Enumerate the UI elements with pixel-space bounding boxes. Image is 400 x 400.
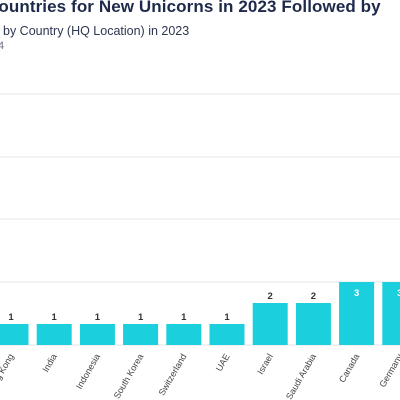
tick-label-indonesia: Indonesia bbox=[74, 352, 102, 391]
tick-label-uae: UAE bbox=[214, 352, 232, 373]
data-label-saudi-arabia: 2 bbox=[311, 291, 316, 302]
tick-label-israel: Israel bbox=[255, 352, 275, 376]
data-labels: 1 1 1 1 1 1 2 2 3 3 bbox=[8, 288, 400, 323]
data-label-canada: 3 bbox=[354, 288, 359, 299]
data-label-uae: 1 bbox=[224, 312, 230, 323]
bar-india bbox=[36, 324, 72, 345]
tick-label-hong-kong: Hong Kong bbox=[0, 352, 16, 396]
gridlines bbox=[0, 93, 400, 346]
data-label-india: 1 bbox=[52, 312, 58, 323]
data-label-hong-kong: 1 bbox=[8, 312, 14, 323]
bar-uae bbox=[209, 324, 245, 345]
tick-label-south-korea: South Korea bbox=[112, 352, 146, 400]
data-label-germany: 3 bbox=[397, 288, 400, 299]
bar-germany bbox=[382, 282, 400, 345]
data-label-switzerland: 1 bbox=[181, 312, 187, 323]
tick-label-canada: Canada bbox=[337, 352, 361, 384]
tick-label-india: India bbox=[41, 352, 59, 374]
data-label-indonesia: 1 bbox=[95, 312, 101, 323]
data-label-israel: 2 bbox=[268, 291, 273, 302]
data-label-south-korea: 1 bbox=[138, 312, 144, 323]
bar-switzerland bbox=[166, 324, 202, 345]
tick-label-germany: Germany bbox=[377, 352, 400, 389]
bar-indonesia bbox=[79, 324, 115, 345]
bar-saudi-arabia bbox=[295, 303, 331, 345]
chart-title: Countries for New Unicorns in 2023 Follo… bbox=[0, 0, 381, 16]
bar-hong-kong bbox=[0, 324, 29, 345]
chart-note: 4 bbox=[0, 40, 5, 52]
bars bbox=[0, 282, 400, 345]
bar-israel bbox=[252, 303, 288, 345]
chart-subtitle: by Country (HQ Location) in 2023 bbox=[3, 24, 190, 38]
x-tick-labels: Hong Kong India Indonesia South Korea Switze… bbox=[0, 352, 400, 400]
bar-south-korea bbox=[123, 324, 159, 345]
tick-label-switzerland: Switzerland bbox=[157, 352, 189, 397]
bar-canada bbox=[339, 282, 375, 345]
tick-label-saudi-arabia: Saudi Arabia bbox=[284, 352, 318, 400]
